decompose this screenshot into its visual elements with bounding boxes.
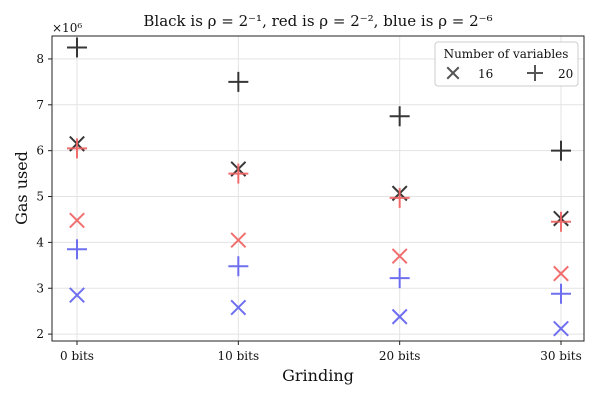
red-plus-point xyxy=(67,138,87,159)
blue-plus-point xyxy=(389,268,410,289)
y-tick-label: 7 xyxy=(36,98,44,112)
legend-marker-plus xyxy=(527,65,543,81)
legend-marker-x xyxy=(446,66,460,80)
x-tick-label: 10 bits xyxy=(218,349,260,363)
blue-plus-point xyxy=(228,256,249,277)
y-tick-label: 8 xyxy=(36,52,44,66)
blue-x-point xyxy=(553,320,569,337)
red-x-point xyxy=(553,265,569,282)
black-plus-point xyxy=(389,106,410,127)
legend-label-16: 16 xyxy=(478,67,493,81)
red-x-point xyxy=(230,232,247,249)
red-x-point xyxy=(69,212,85,229)
legend-box xyxy=(434,41,579,87)
y-tick-label: 2 xyxy=(36,327,44,341)
grid xyxy=(52,36,584,341)
x-axis-label: Grinding xyxy=(282,366,354,385)
blue-x-point xyxy=(69,287,85,304)
axes-ticks: 2 3 4 5 6 7 8 0 bits 10 bits 20 bits 30 bits xyxy=(36,52,581,363)
black-plus-point xyxy=(67,37,87,58)
black-plus-point xyxy=(228,71,249,92)
plot-area xyxy=(51,35,585,342)
y-tick-label: 3 xyxy=(36,281,44,295)
red-x-point xyxy=(391,248,408,265)
blue-plus-point xyxy=(67,239,87,260)
blue-x-point xyxy=(230,299,247,316)
y-tick-label: 4 xyxy=(36,235,44,249)
chart-title: Black is ρ = 2⁻¹, red is ρ = 2⁻², blue i… xyxy=(143,12,492,30)
y-axis-label: Gas used xyxy=(12,151,31,225)
legend-x-icon xyxy=(446,66,460,80)
blue-x-point xyxy=(391,308,408,325)
data-marks xyxy=(67,37,571,337)
y-tick-label: 5 xyxy=(36,190,44,204)
red-plus-point xyxy=(551,211,571,232)
legend-plus-icon xyxy=(527,65,543,81)
red-plus-point xyxy=(228,163,249,184)
y-tick-label: 6 xyxy=(36,144,44,158)
blue-plus-point xyxy=(551,283,571,304)
x-tick-label: 0 bits xyxy=(60,349,94,363)
red-plus-point xyxy=(389,187,410,208)
legend: Number of variables 16 20 xyxy=(434,41,579,87)
legend-title: Number of variables xyxy=(444,47,569,61)
x-tick-label: 20 bits xyxy=(379,349,421,363)
y-multiplier-label: ×10⁶ xyxy=(52,21,82,35)
legend-label-20: 20 xyxy=(558,67,573,81)
black-plus-point xyxy=(551,140,571,161)
x-tick-label: 30 bits xyxy=(540,349,582,363)
